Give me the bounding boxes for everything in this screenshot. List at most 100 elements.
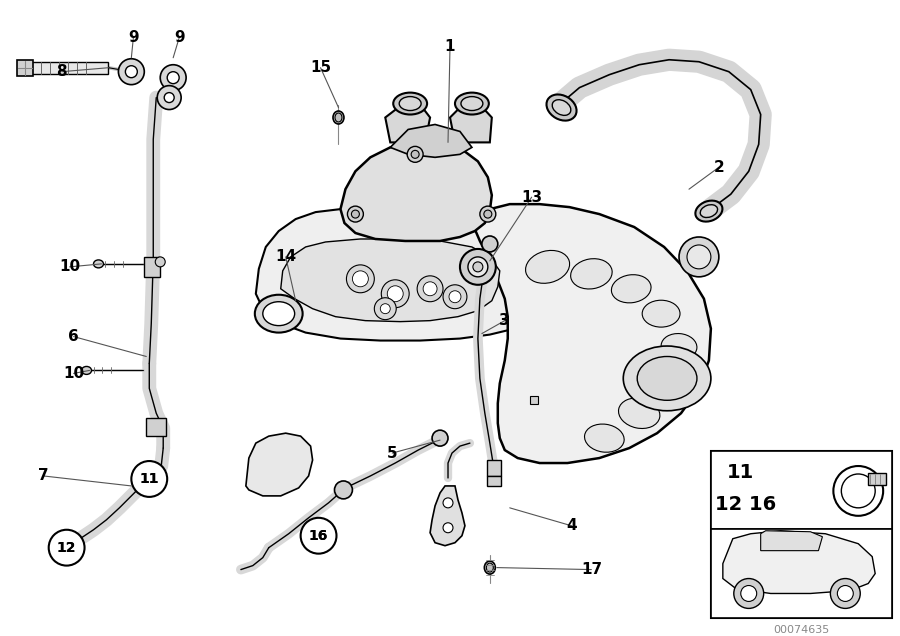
- Ellipse shape: [484, 561, 495, 574]
- Text: 10: 10: [63, 366, 85, 381]
- Ellipse shape: [94, 260, 104, 268]
- Circle shape: [468, 257, 488, 277]
- Text: 10: 10: [59, 259, 80, 274]
- Text: 11: 11: [727, 464, 754, 483]
- Ellipse shape: [164, 93, 175, 102]
- Circle shape: [837, 586, 853, 602]
- Circle shape: [374, 298, 396, 320]
- Circle shape: [301, 518, 337, 554]
- Ellipse shape: [643, 300, 680, 327]
- Ellipse shape: [160, 65, 186, 90]
- Ellipse shape: [393, 93, 428, 114]
- Text: 11: 11: [140, 472, 159, 486]
- Bar: [147, 418, 166, 436]
- Polygon shape: [391, 125, 472, 157]
- Text: 11: 11: [140, 472, 159, 486]
- Circle shape: [411, 150, 419, 158]
- Polygon shape: [385, 104, 430, 142]
- Ellipse shape: [611, 275, 651, 303]
- Circle shape: [449, 291, 461, 303]
- Text: 3: 3: [500, 313, 510, 328]
- Ellipse shape: [55, 541, 73, 550]
- Circle shape: [443, 285, 467, 308]
- Bar: [868, 473, 886, 485]
- Text: 9: 9: [128, 31, 139, 45]
- Circle shape: [346, 265, 374, 293]
- Bar: [711, 529, 892, 618]
- Polygon shape: [281, 239, 500, 322]
- Ellipse shape: [461, 97, 483, 111]
- Ellipse shape: [486, 563, 493, 572]
- Circle shape: [443, 523, 453, 533]
- Circle shape: [432, 430, 448, 446]
- Polygon shape: [256, 207, 552, 340]
- Circle shape: [484, 210, 491, 218]
- Ellipse shape: [263, 301, 294, 326]
- Polygon shape: [474, 204, 711, 463]
- Circle shape: [353, 271, 368, 287]
- Text: 12: 12: [57, 541, 76, 555]
- Text: 17: 17: [580, 562, 602, 577]
- Ellipse shape: [546, 95, 577, 121]
- Circle shape: [734, 579, 764, 609]
- Text: 9: 9: [174, 31, 184, 45]
- Bar: [487, 460, 500, 476]
- Circle shape: [460, 249, 496, 285]
- Circle shape: [831, 579, 860, 609]
- Circle shape: [833, 466, 883, 516]
- Bar: [530, 396, 537, 404]
- Circle shape: [387, 286, 403, 301]
- Text: 15: 15: [310, 60, 331, 75]
- Text: 8: 8: [57, 64, 67, 80]
- Ellipse shape: [158, 86, 181, 109]
- Ellipse shape: [647, 370, 687, 398]
- Ellipse shape: [618, 398, 660, 429]
- Text: 2: 2: [714, 160, 724, 175]
- Ellipse shape: [455, 93, 489, 114]
- Circle shape: [480, 206, 496, 222]
- Ellipse shape: [637, 357, 697, 400]
- Circle shape: [417, 276, 443, 301]
- Text: 00074635: 00074635: [773, 625, 830, 635]
- Ellipse shape: [624, 346, 711, 411]
- Circle shape: [407, 146, 423, 162]
- Text: 13: 13: [521, 190, 542, 205]
- Circle shape: [842, 474, 875, 508]
- Circle shape: [131, 461, 167, 497]
- Text: 1: 1: [445, 39, 455, 54]
- Text: 16: 16: [309, 529, 328, 543]
- Circle shape: [443, 498, 453, 508]
- Ellipse shape: [700, 205, 717, 218]
- Circle shape: [482, 236, 498, 252]
- Text: 16: 16: [309, 529, 328, 543]
- Text: 12 16: 12 16: [716, 495, 777, 515]
- Ellipse shape: [82, 366, 92, 375]
- Ellipse shape: [167, 72, 179, 84]
- Circle shape: [335, 481, 353, 499]
- Ellipse shape: [662, 333, 697, 359]
- Bar: [711, 451, 892, 618]
- Circle shape: [381, 304, 391, 314]
- Circle shape: [156, 257, 166, 267]
- Ellipse shape: [571, 259, 612, 289]
- Circle shape: [687, 245, 711, 269]
- Ellipse shape: [335, 113, 342, 122]
- Circle shape: [472, 262, 483, 272]
- Polygon shape: [246, 433, 312, 496]
- Circle shape: [382, 280, 410, 308]
- Text: 12: 12: [57, 541, 76, 555]
- Ellipse shape: [526, 251, 570, 283]
- Polygon shape: [723, 531, 875, 593]
- Bar: [711, 451, 892, 529]
- Polygon shape: [760, 531, 823, 551]
- Text: 7: 7: [39, 469, 49, 483]
- Ellipse shape: [696, 200, 723, 221]
- Polygon shape: [340, 142, 491, 241]
- Bar: [144, 257, 160, 277]
- Text: 14: 14: [275, 249, 296, 265]
- Ellipse shape: [400, 97, 421, 111]
- Circle shape: [351, 210, 359, 218]
- Ellipse shape: [125, 66, 138, 78]
- Text: 4: 4: [566, 518, 577, 533]
- Polygon shape: [430, 486, 465, 546]
